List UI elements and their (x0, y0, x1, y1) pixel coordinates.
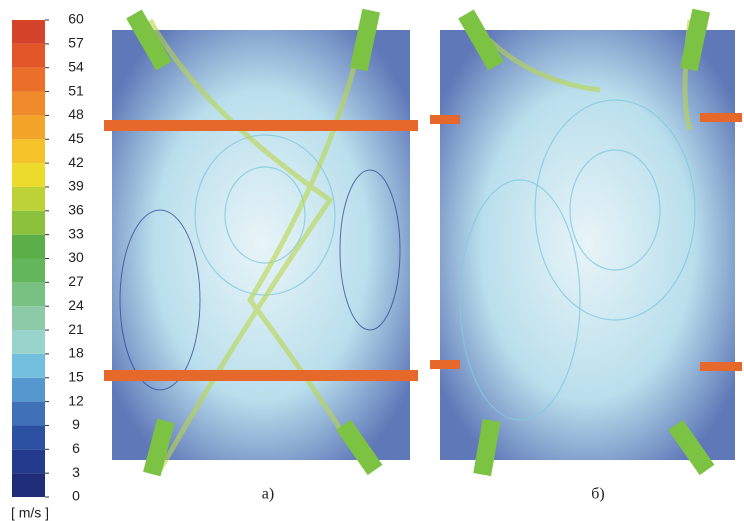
tick-label: 0 (72, 488, 80, 504)
tick-label: 54 (68, 58, 84, 74)
inlet (430, 115, 460, 124)
color-band (12, 211, 45, 235)
tick-label: 3 (72, 464, 80, 480)
inlet (430, 360, 460, 369)
color-band (12, 306, 45, 330)
tick-label: 36 (68, 202, 84, 218)
color-band (12, 259, 45, 283)
panel-label: а) (262, 486, 274, 503)
color-band (12, 354, 45, 378)
tick-label: 18 (68, 345, 84, 361)
panel-label: б) (591, 486, 604, 503)
tick-label: 39 (68, 178, 84, 194)
color-band (12, 402, 45, 426)
tick-label: 51 (68, 82, 84, 98)
tick-label: 24 (68, 297, 84, 313)
color-band (12, 282, 45, 306)
tick-label: 48 (68, 106, 84, 122)
color-band (12, 20, 45, 44)
color-band (12, 44, 45, 68)
color-band (12, 163, 45, 187)
color-band (12, 235, 45, 259)
color-band (12, 115, 45, 139)
color-band (12, 68, 45, 92)
color-band (12, 449, 45, 473)
tick-label: 60 (68, 11, 84, 27)
tick-label: 30 (68, 249, 84, 265)
colorbar-unit: [ m/s ] (11, 505, 49, 521)
tick-label: 12 (68, 392, 84, 408)
tick-label: 42 (68, 154, 84, 170)
tick-label: 45 (68, 130, 84, 146)
color-band (12, 187, 45, 211)
inlet (104, 120, 418, 131)
inlet (104, 370, 418, 381)
tick-label: 9 (72, 416, 80, 432)
tick-label: 33 (68, 225, 84, 241)
flow-field (112, 30, 410, 460)
tick-label: 27 (68, 273, 84, 289)
color-band (12, 378, 45, 402)
inlet (700, 113, 742, 122)
color-band (12, 330, 45, 354)
color-band (12, 139, 45, 163)
panel-a: а) (104, 9, 418, 503)
figure: а) б) [ m/s ] 03691215182124273033363942… (0, 0, 744, 521)
panel-b: б) (430, 9, 742, 503)
tick-label: 15 (68, 368, 84, 384)
color-band (12, 92, 45, 116)
tick-label: 6 (72, 440, 80, 456)
color-band (12, 473, 45, 497)
colorbar: [ m/s ] 03691215182124273033363942454851… (11, 11, 84, 521)
tick-label: 57 (68, 35, 84, 51)
color-band (12, 425, 45, 449)
tick-label: 21 (68, 321, 84, 337)
inlet (700, 362, 742, 371)
